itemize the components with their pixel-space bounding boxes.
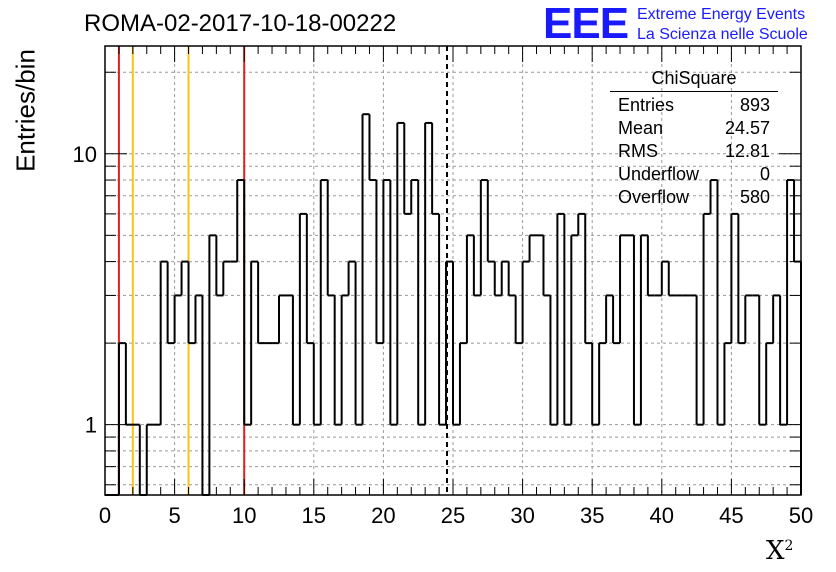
stats-row-rms: RMS 12.81	[610, 140, 778, 163]
stats-row-entries: Entries 893	[610, 94, 778, 117]
x-tick-label: 0	[99, 503, 111, 528]
x-axis-label-base: X	[766, 536, 785, 566]
y-tick-label: 10	[73, 142, 97, 167]
stats-box: ChiSquare Entries 893 Mean 24.57 RMS 12.81 …	[610, 68, 778, 209]
x-tick-label: 25	[441, 503, 465, 528]
x-tick-label: 20	[371, 503, 395, 528]
stats-row-overflow: Overflow 580	[610, 186, 778, 209]
y-tick-label: 1	[85, 413, 97, 438]
x-tick-label: 40	[650, 503, 674, 528]
logo-line-2: La Scienza nelle Scuole	[637, 26, 808, 43]
x-tick-label: 15	[302, 503, 326, 528]
chart-title: ROMA-02-2017-10-18-00222	[84, 10, 397, 37]
x-axis-label: X2	[766, 536, 793, 566]
stats-value: 24.57	[724, 118, 770, 138]
stats-label: Mean	[618, 118, 664, 138]
stats-label: RMS	[618, 141, 658, 161]
stats-value: 580	[739, 187, 770, 207]
stats-label: Overflow	[618, 187, 690, 207]
stats-label: Entries	[618, 95, 675, 115]
x-tick-label: 45	[719, 503, 743, 528]
x-axis-label-sup: 2	[784, 538, 794, 554]
logo-line-1: Extreme Energy Events	[637, 6, 806, 23]
stats-title: ChiSquare	[610, 68, 778, 92]
tick-labels: 0 5 10 15 20 25 30 35 40 45 50 1 10	[73, 142, 814, 528]
eee-logo: EEE Extreme Energy Events La Scienza nel…	[543, 2, 833, 46]
stats-row-mean: Mean 24.57	[610, 117, 778, 140]
x-tick-label: 35	[580, 503, 604, 528]
stats-value: 893	[739, 95, 770, 115]
stats-value: 0	[759, 164, 770, 184]
x-tick-label: 50	[789, 503, 813, 528]
stats-value: 12.81	[724, 141, 770, 161]
y-axis-label: Entries/bin	[10, 49, 41, 172]
x-tick-label: 5	[168, 503, 180, 528]
stats-label: Underflow	[618, 164, 700, 184]
logo-mark: EEE	[543, 0, 629, 48]
histogram-series	[105, 113, 802, 496]
axis-ticks	[104, 46, 802, 495]
stats-row-underflow: Underflow 0	[610, 163, 778, 186]
x-tick-label: 10	[232, 503, 256, 528]
x-tick-label: 30	[510, 503, 534, 528]
